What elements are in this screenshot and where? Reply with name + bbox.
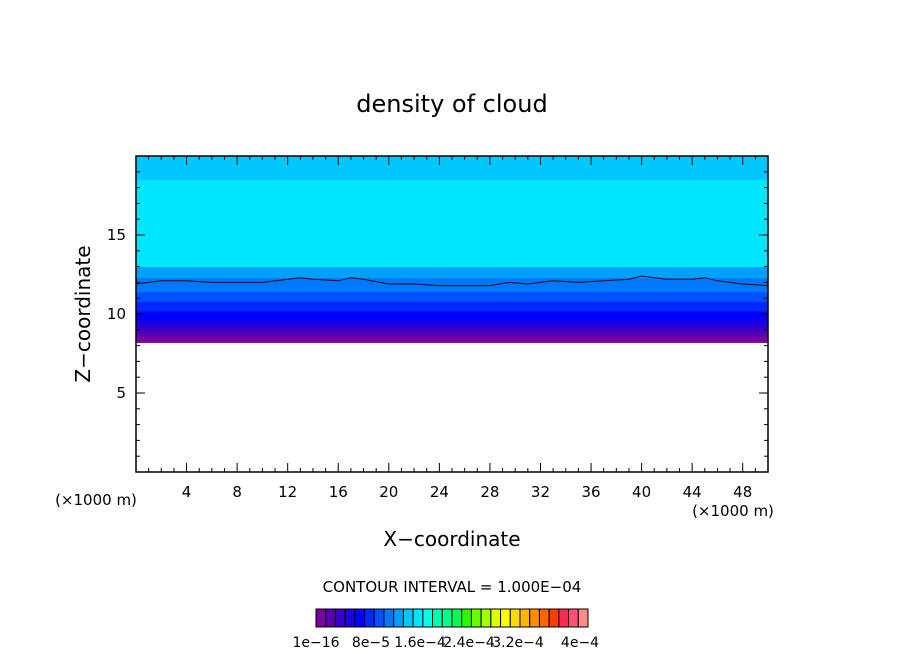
x-axis-label: X−coordinate — [383, 527, 520, 551]
colorbar-swatch — [451, 608, 463, 628]
x-tick-label: 48 — [733, 483, 752, 501]
x-tick-label: 20 — [379, 483, 398, 501]
colorbar-tick-label: 2.4e−4 — [443, 635, 495, 651]
y-tick-label: 5 — [116, 384, 126, 402]
colorbar-swatch — [509, 608, 521, 628]
colorbar-swatch — [548, 608, 560, 628]
colorbar-swatch — [480, 608, 492, 628]
x-tick-label: 8 — [232, 483, 242, 501]
contour-band-2 — [136, 326, 768, 332]
colorbar-swatch — [383, 608, 395, 628]
contour-band-0 — [136, 336, 768, 343]
x-unit-label: (×1000 m) — [692, 502, 774, 520]
colorbar-tick-label: 8e−5 — [352, 635, 390, 651]
contour-band-3 — [136, 320, 768, 328]
y-tick-label: 10 — [107, 305, 126, 323]
colorbar-swatch — [529, 608, 540, 628]
colorbar-swatch — [354, 608, 366, 628]
y-unit-label: (×1000 m) — [55, 491, 137, 509]
colorbar-swatch — [402, 608, 414, 628]
contour-line — [135, 275, 769, 287]
colorbar-swatch — [500, 608, 511, 628]
contour-band-10 — [136, 156, 768, 181]
colorbar-swatch — [373, 608, 385, 628]
chart-title: density of cloud — [356, 90, 547, 118]
y-tick-label: 15 — [107, 226, 126, 244]
colorbar-swatch — [334, 608, 346, 628]
x-tick-label: 44 — [683, 483, 702, 501]
colorbar-swatch — [577, 608, 589, 628]
x-tick-label: 40 — [632, 483, 651, 501]
y-tick-labels: 5 10 15 — [107, 226, 126, 402]
colorbar-labels: 1e−16 8e−5 1.6e−42.4e−43.2e−4 4e−4 — [292, 635, 599, 651]
x-tick-label: 28 — [480, 483, 499, 501]
colorbar — [315, 608, 589, 628]
contour-band-6 — [136, 291, 768, 302]
x-tick-label: 12 — [278, 483, 297, 501]
colorbar-swatch — [519, 608, 531, 628]
contour-band-7 — [136, 277, 768, 293]
colorbar-swatch — [538, 608, 550, 628]
plot-frame — [135, 155, 769, 473]
colorbar-tick-label: 4e−4 — [561, 635, 599, 651]
x-tick-label: 36 — [581, 483, 600, 501]
contour-band-9 — [136, 179, 768, 268]
colorbar-swatch — [412, 608, 424, 628]
colorbar-swatch — [568, 608, 579, 628]
y-axis-label: Z−coordinate — [71, 245, 95, 382]
contour-band-4 — [136, 310, 768, 321]
x-tick-label: 24 — [430, 483, 449, 501]
x-tick-label: 16 — [329, 483, 348, 501]
colorbar-swatch — [461, 608, 472, 628]
colorbar-swatch — [558, 608, 570, 628]
colorbar-swatch — [441, 608, 453, 628]
contour-band-8 — [136, 266, 768, 279]
contour-interval-label: CONTOUR INTERVAL = 1.000E−04 — [323, 578, 582, 596]
x-tick-label: 32 — [531, 483, 550, 501]
colorbar-swatch — [393, 608, 404, 628]
colorbar-swatch — [470, 608, 482, 628]
colorbar-tick-label: 3.2e−4 — [492, 635, 544, 651]
colorbar-swatch — [315, 608, 327, 628]
colorbar-swatch — [364, 608, 375, 628]
x-tick-label: 4 — [182, 483, 192, 501]
contour-fill — [135, 156, 769, 343]
colorbar-swatch — [490, 608, 502, 628]
x-tick-labels: 4 8 12 16 20 24 28 32 36 40 44 48 — [182, 483, 752, 501]
colorbar-swatch — [344, 608, 356, 628]
colorbar-swatch — [325, 608, 336, 628]
contour-band-1 — [136, 331, 768, 337]
colorbar-swatch — [432, 608, 443, 628]
colorbar-tick-label: 1.6e−4 — [394, 635, 446, 651]
colorbar-swatch — [422, 608, 434, 628]
colorbar-tick-label: 1e−16 — [292, 635, 339, 651]
contour-band-5 — [136, 301, 768, 312]
